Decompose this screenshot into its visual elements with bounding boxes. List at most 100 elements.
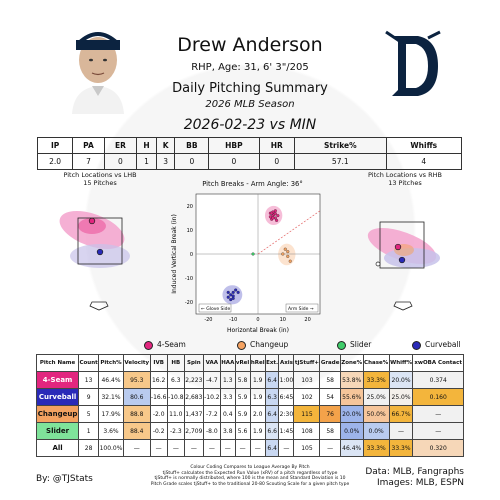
- summary-value: 1: [136, 153, 157, 170]
- stats-cell: 55.6%: [339, 388, 364, 406]
- break-point: [231, 296, 235, 300]
- stats-cell: 80.6: [122, 388, 151, 406]
- stats-cell: 88.4: [122, 422, 151, 440]
- rhb-title: Pitch Locations vs RHB: [368, 171, 442, 179]
- break-point: [226, 290, 230, 294]
- legend-item: Slider: [337, 340, 371, 350]
- break-point: [276, 214, 280, 218]
- lhb-count: 15 Pitches: [83, 179, 117, 187]
- stats-cell: 54: [319, 388, 341, 406]
- stats-cell: 1.9: [249, 388, 266, 406]
- stats-cell: 9: [78, 388, 100, 406]
- summary-header: Whiffs: [385, 137, 463, 154]
- stats-cell: 108: [293, 422, 321, 440]
- stats-cell: 1: [78, 422, 100, 440]
- player-info: RHP, Age: 31, 6' 3"/205: [191, 62, 309, 73]
- stats-cell: -16.6: [149, 388, 168, 406]
- summary-header: H: [136, 137, 157, 154]
- y-axis-label: Induced Vertical Break (in): [171, 214, 178, 294]
- stats-cell: 103: [293, 371, 321, 389]
- stats-cell: 3.8: [219, 422, 236, 440]
- stats-header-cell: Count: [78, 354, 100, 372]
- stats-cell: 105: [293, 439, 321, 457]
- x-tick-label: 0: [256, 317, 259, 323]
- stats-cell: 88.8: [122, 405, 151, 423]
- stats-cell: -8.0: [202, 422, 221, 440]
- stats-cell: -7.2: [202, 405, 221, 423]
- stats-cell: 5.6: [234, 422, 251, 440]
- y-tick-label: 10: [187, 228, 193, 234]
- stats-cell: 2.0: [249, 405, 266, 423]
- x-axis-label: Horizontal Break (in): [227, 327, 289, 334]
- pitch-name-cell: Slider: [35, 422, 80, 440]
- stats-cell: 115: [293, 405, 321, 423]
- stats-header-cell: Whiff%: [388, 354, 414, 372]
- summary-header: K: [155, 137, 176, 154]
- stats-header-cell: Zone%: [339, 354, 364, 372]
- game-title: 2026-02-23 vs MIN: [183, 117, 317, 133]
- summary-header: ER: [103, 137, 138, 154]
- stats-cell: 6.4: [264, 405, 280, 423]
- stats-cell: —: [319, 439, 341, 457]
- summary-value-row: 2.0 7 0 1 3 0 0 0 57.1 4: [36, 153, 463, 170]
- stats-cell: 0.0%: [339, 422, 364, 440]
- summary-header: BB: [174, 137, 210, 154]
- stats-cell: —: [278, 439, 295, 457]
- stats-cell: 1,437: [183, 405, 204, 423]
- legend-label: Slider: [350, 340, 372, 349]
- stats-row: All 28 100.0% — — — — — — — —6.4—105—46.4% 33.3% 33.…: [35, 439, 464, 457]
- 4-seam-density-core: [78, 218, 106, 234]
- player-headshot: [72, 32, 124, 114]
- stats-cell: 6.4: [264, 371, 280, 389]
- summary-header-row: IP PA ER H K BB HBP HR Strike% Whiffs: [36, 137, 463, 154]
- glove-side-box: [198, 303, 232, 313]
- stats-cell: —: [149, 439, 168, 457]
- season-label: 2026 MLB Season: [205, 99, 295, 110]
- break-point: [286, 254, 290, 258]
- x-tick-label: -10: [229, 317, 237, 323]
- stats-cell: 1.9: [249, 422, 266, 440]
- summary-table: IP PA ER H K BB HBP HR Strike% Whiffs 2.…: [36, 137, 463, 170]
- stats-cell: 2,683: [183, 388, 204, 406]
- stats-cell: 102: [293, 388, 321, 406]
- stats-cell: —: [166, 439, 185, 457]
- break-point: [229, 293, 233, 297]
- stats-cell: 33.3%: [388, 439, 414, 457]
- pitch-point: [96, 248, 104, 256]
- stats-cell: —: [219, 439, 236, 457]
- pitch-point: [398, 256, 406, 264]
- strike-zone: [379, 221, 425, 269]
- break-point: [251, 252, 255, 256]
- pitch-legend: 4-Seam Changeup Slider Curveball: [132, 338, 462, 352]
- stats-cell: 6.3: [166, 371, 185, 389]
- y-tick-label: 0: [190, 252, 193, 258]
- rhb-count: 13 Pitches: [388, 179, 422, 187]
- pitch-point: [375, 261, 381, 267]
- break-point: [275, 218, 279, 222]
- stats-header-cell: Pitch Name: [35, 354, 80, 372]
- stats-header-cell: IVB: [149, 354, 168, 372]
- stats-cell: -0.2: [149, 422, 168, 440]
- x-tick-label: 10: [280, 317, 286, 323]
- 4-seam-swatch: [144, 340, 153, 350]
- density-ellipse: [278, 243, 296, 266]
- summary-header: HBP: [208, 137, 260, 154]
- report-title: Daily Pitching Summary: [172, 81, 328, 96]
- glove-side-label: ← Glove Side: [201, 306, 231, 312]
- legend-item: 4-Seam: [144, 340, 186, 350]
- stats-cell: 0.374: [412, 371, 464, 389]
- stats-header-cell: HAA: [219, 354, 236, 372]
- stats-cell: 11.0: [166, 405, 185, 423]
- stats-cell: 25.0%: [362, 388, 390, 406]
- stats-cell: -2.3: [166, 422, 185, 440]
- summary-header: PA: [72, 137, 105, 154]
- lhb-location-plot: [59, 210, 130, 311]
- stats-cell: 6.3: [264, 388, 280, 406]
- stats-cell: 53.8%: [339, 371, 364, 389]
- changeup-swatch: [237, 340, 246, 350]
- break-point: [273, 212, 277, 216]
- stats-cell: -4.7: [202, 371, 221, 389]
- summary-header: HR: [258, 137, 296, 154]
- stats-cell: 3.3: [219, 388, 236, 406]
- summary-value: 57.1: [294, 153, 387, 170]
